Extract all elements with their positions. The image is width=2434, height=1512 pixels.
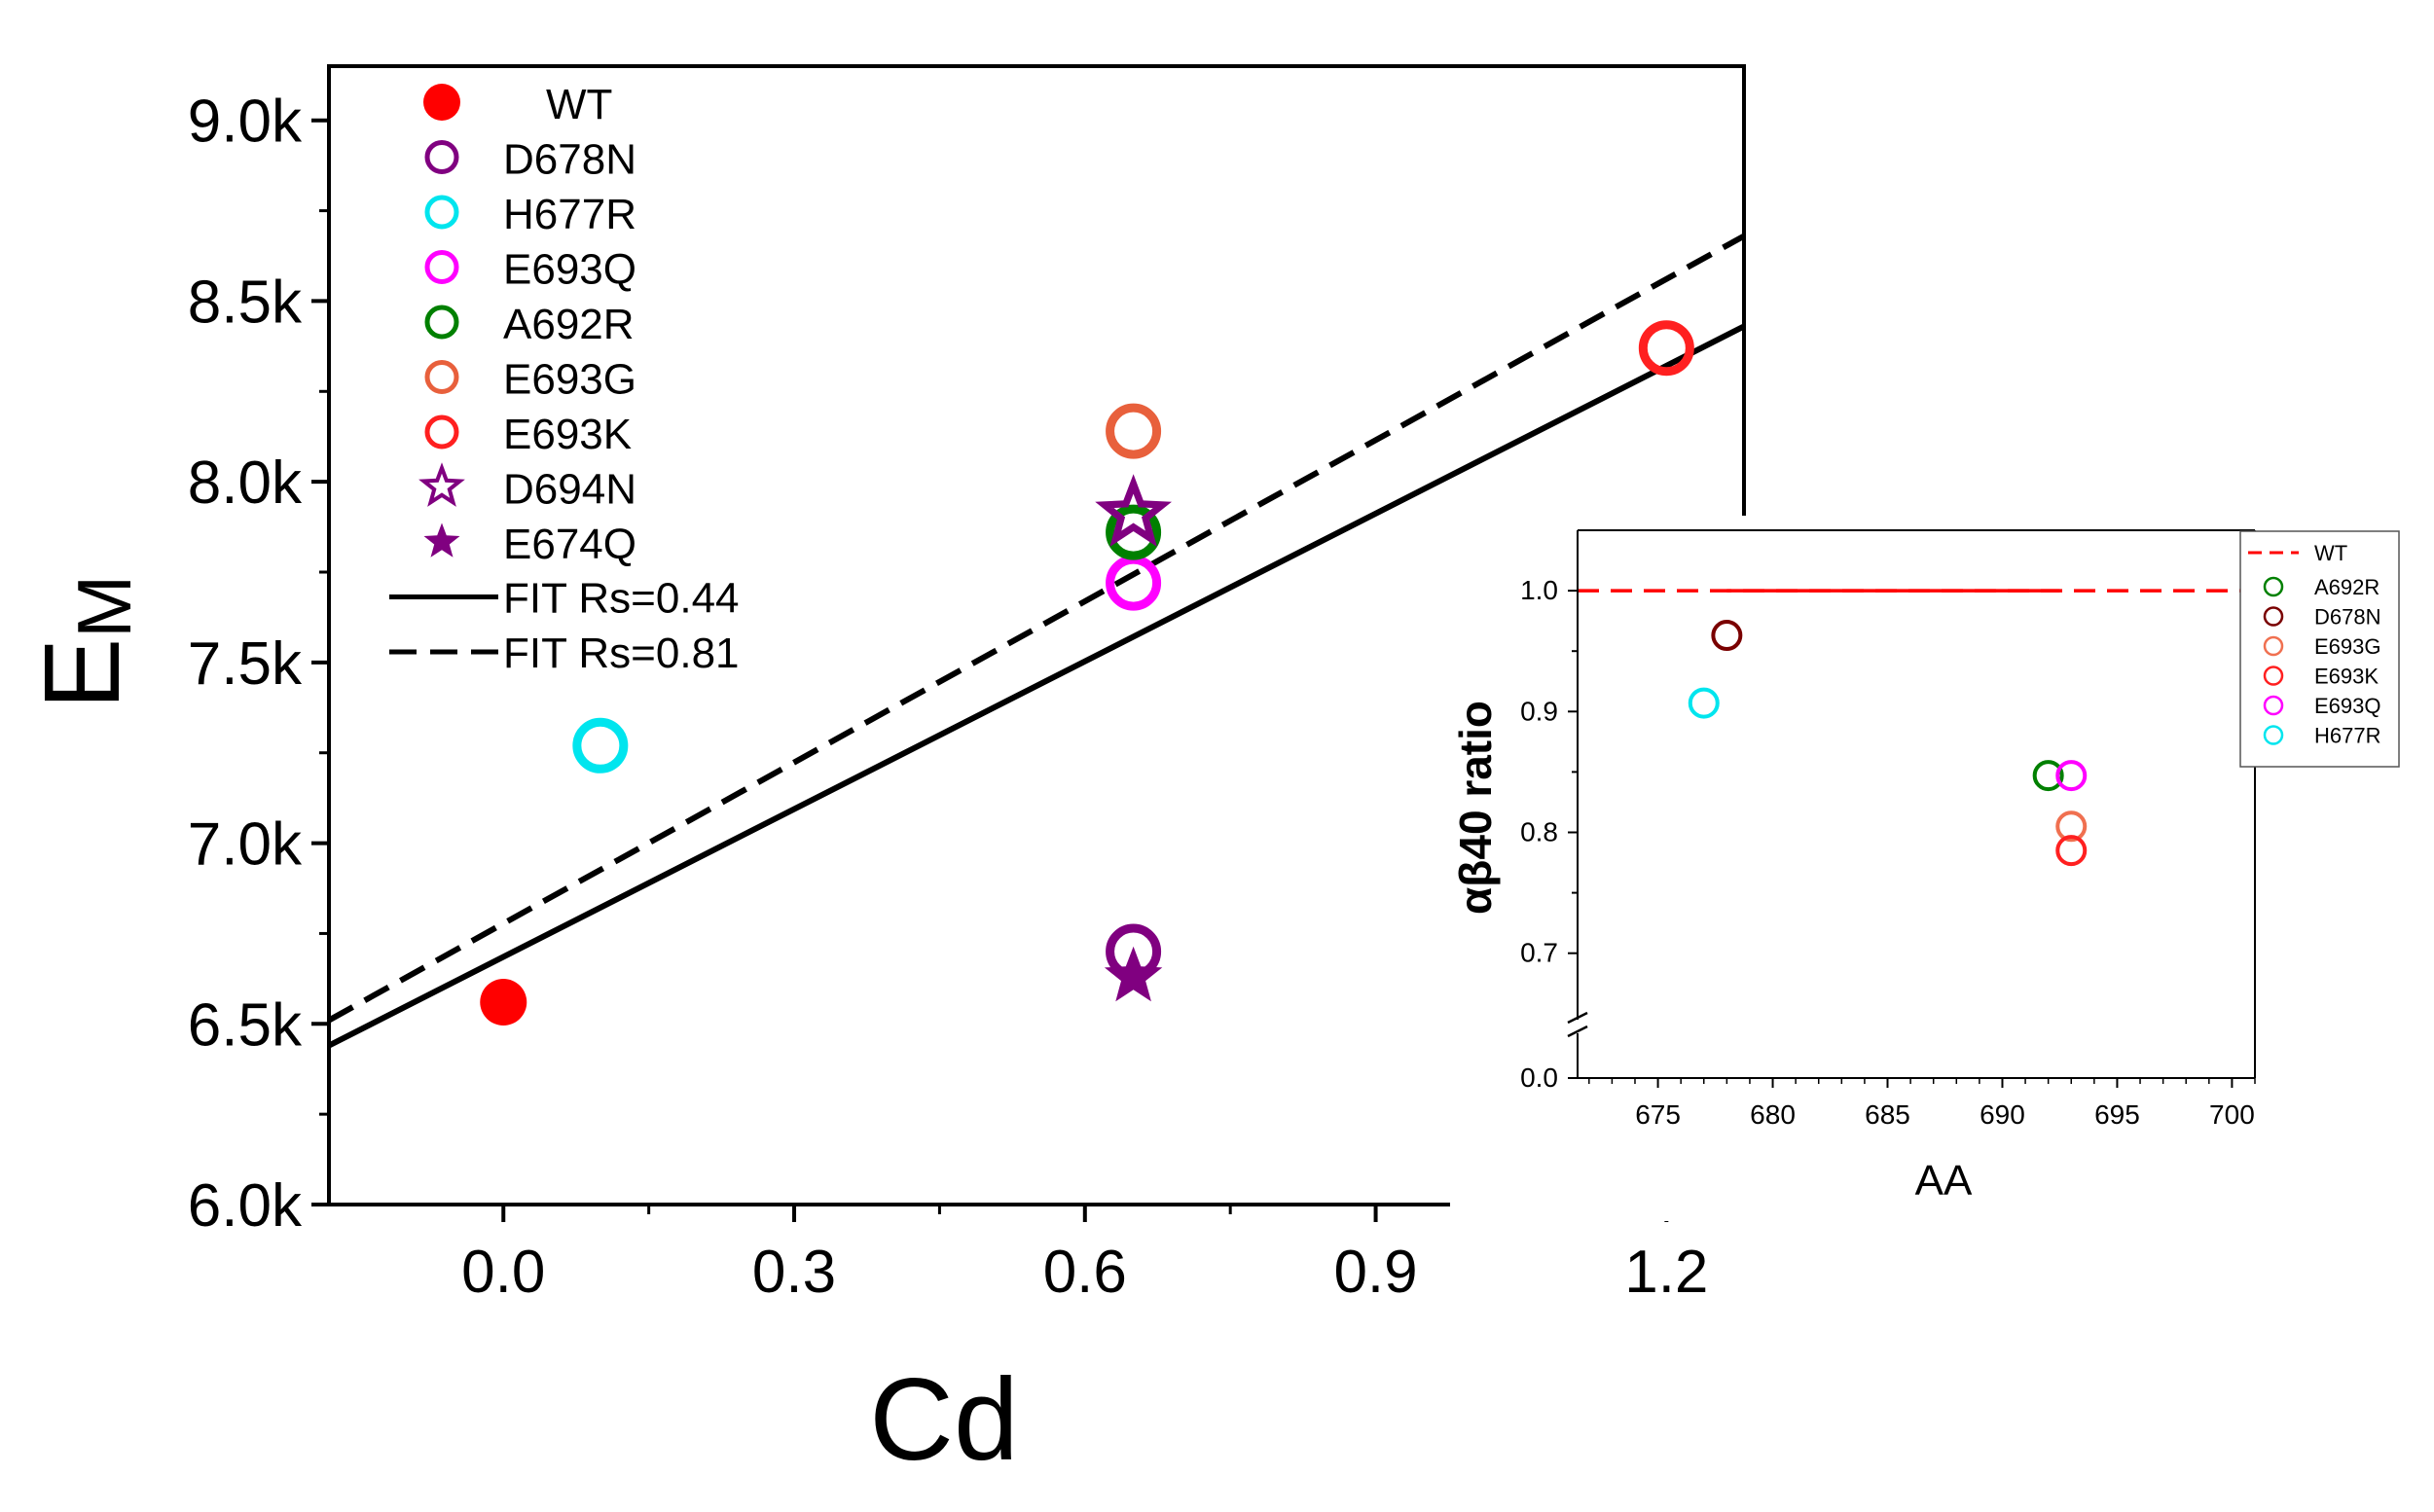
legend-marker xyxy=(424,250,459,284)
x-tick-label: 0.9 xyxy=(1333,1239,1417,1306)
legend-label: H677R xyxy=(503,191,636,238)
main-y-axis: 6.0k 6.5k 7.0k 7.5k 8.0k 8.5k 9.0k xyxy=(188,89,329,1240)
legend-label: E693K xyxy=(2314,665,2379,689)
data-point xyxy=(1106,403,1162,459)
x-tick-label: 680 xyxy=(1750,1099,1796,1130)
inset-legend: WT A692R D678N E693G E693K E693Q H677R xyxy=(2239,530,2400,768)
x-tick-label: 690 xyxy=(1980,1099,2025,1130)
y-tick-label: 9.0k xyxy=(188,89,303,156)
data-point xyxy=(1104,946,1163,1002)
legend-marker xyxy=(424,360,459,394)
y-tick-label: 6.5k xyxy=(188,991,303,1059)
data-point xyxy=(2055,760,2088,792)
legend-label: FIT Rs=0.81 xyxy=(503,630,740,677)
legend-label: E674Q xyxy=(503,521,636,568)
y-tick-label: 0.9 xyxy=(1520,696,1558,726)
legend-marker xyxy=(424,305,459,340)
inset-data-points xyxy=(1688,620,2088,867)
legend-marker xyxy=(418,462,465,507)
data-point xyxy=(2032,760,2064,792)
legend-label: E693K xyxy=(503,411,632,458)
legend-label: D678N xyxy=(503,136,636,184)
data-point xyxy=(1711,620,1743,652)
axis-break-icon xyxy=(1567,1011,1588,1038)
data-point xyxy=(1106,504,1162,560)
legend-marker xyxy=(424,414,459,450)
x-axis-label: Cd xyxy=(869,1354,1018,1485)
fit-lines xyxy=(329,233,1744,1049)
legend-marker xyxy=(2263,635,2284,657)
main-legend: WT D678N H677R E693Q A692R E693G E693K D694N E67… xyxy=(389,81,740,677)
data-point xyxy=(572,717,629,774)
y-tick-label: 0.7 xyxy=(1520,938,1558,968)
data-points xyxy=(480,320,1694,1026)
y-tick-label: 6.0k xyxy=(188,1172,303,1240)
data-point xyxy=(2055,835,2088,867)
data-point xyxy=(2055,810,2088,843)
legend-marker xyxy=(423,522,460,558)
legend-marker xyxy=(2263,606,2284,627)
x-tick-label: 0.3 xyxy=(752,1239,836,1306)
x-tick-label: 0.0 xyxy=(461,1239,545,1306)
legend-marker xyxy=(2263,576,2284,597)
y-tick-label: 0.8 xyxy=(1520,816,1558,846)
legend-label: A692R xyxy=(2314,575,2380,599)
inset-x-axis-label: AA xyxy=(1915,1157,1973,1205)
x-tick-label: 685 xyxy=(1865,1099,1910,1130)
legend-label: E693Q xyxy=(2314,694,2381,718)
legend-label: E693G xyxy=(503,356,636,404)
x-tick-label: 1.2 xyxy=(1624,1239,1708,1306)
x-tick-label: 700 xyxy=(2209,1099,2255,1130)
data-point xyxy=(1638,320,1694,377)
legend-label: A692R xyxy=(503,301,635,348)
x-tick-label: 0.6 xyxy=(1043,1239,1127,1306)
x-tick-label: 675 xyxy=(1635,1099,1681,1130)
legend-label: D678N xyxy=(2314,605,2380,630)
main-chart: 6.0k6.5k7.0k7.5k8.0k8.5k9.0k 0.0 0.3 0.6 0.… xyxy=(22,64,1746,1485)
inset-chart: 0.0 0.7 0.8 0.9 1.0 675 680 685 690 695 700 WT A69… xyxy=(1450,516,2434,1221)
y-tick-label: 7.0k xyxy=(188,811,303,879)
legend-marker xyxy=(424,140,459,174)
inset-legend-box xyxy=(2239,530,2400,768)
y-axis-label: EM xyxy=(22,575,147,709)
y-tick-label: 0.0 xyxy=(1520,1062,1558,1093)
legend-label: WT xyxy=(2314,541,2347,565)
inset-x-axis: 675 680 685 690 695 700 xyxy=(1588,1078,2256,1130)
legend-marker xyxy=(424,195,459,230)
fit-line-solid xyxy=(329,323,1744,1049)
y-axis-label-main: E xyxy=(22,638,142,709)
fit-line-dashed xyxy=(329,233,1744,1024)
legend-label: H677R xyxy=(2314,724,2380,748)
y-tick-label: 7.5k xyxy=(188,630,303,698)
y-tick-label: 8.0k xyxy=(188,450,303,517)
y-tick-label: 1.0 xyxy=(1520,575,1558,605)
legend-label: E693G xyxy=(2314,634,2381,659)
legend-label: FIT Rs=0.44 xyxy=(503,575,740,623)
y-tick-label: 8.5k xyxy=(188,269,303,336)
data-point xyxy=(480,979,527,1026)
main-x-axis: 0.0 0.3 0.6 0.9 1.2 xyxy=(461,1205,1708,1306)
inset-y-axis: 0.0 0.7 0.8 0.9 1.0 xyxy=(1520,575,1578,1093)
legend-marker xyxy=(2263,725,2284,745)
y-axis-label-subscript: M xyxy=(61,575,147,638)
data-point xyxy=(1095,474,1172,548)
x-tick-label: 695 xyxy=(2094,1099,2140,1130)
inset-y-axis-label: αβ40 ratio xyxy=(1450,701,1501,915)
legend-label: E693Q xyxy=(503,246,636,294)
legend-label: D694N xyxy=(503,466,636,514)
legend-marker xyxy=(2263,666,2284,686)
legend-marker xyxy=(423,84,460,121)
data-point xyxy=(1688,687,1720,719)
legend-label: WT xyxy=(546,81,612,128)
legend-marker xyxy=(2263,695,2284,716)
